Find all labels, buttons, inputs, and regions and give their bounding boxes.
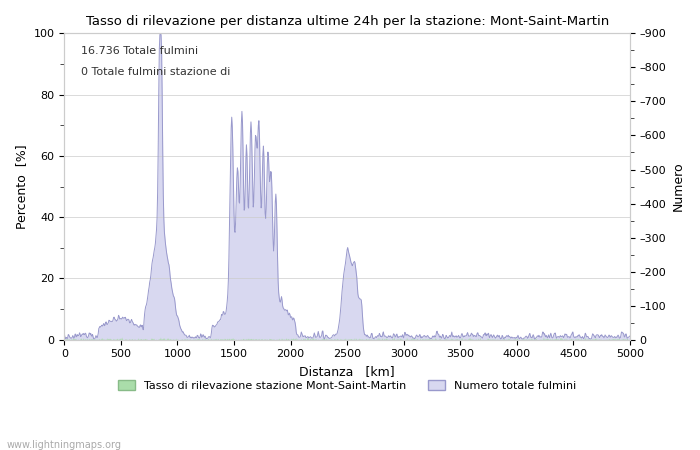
Y-axis label: Numero: Numero (672, 162, 685, 211)
Text: www.lightningmaps.org: www.lightningmaps.org (7, 440, 122, 450)
Title: Tasso di rilevazione per distanza ultime 24h per la stazione: Mont-Saint-Martin: Tasso di rilevazione per distanza ultime… (85, 15, 609, 28)
Y-axis label: Percento  [%]: Percento [%] (15, 144, 28, 229)
Text: 16.736 Totale fulmini: 16.736 Totale fulmini (81, 45, 198, 56)
X-axis label: Distanza   [km]: Distanza [km] (300, 365, 395, 378)
Legend: Tasso di rilevazione stazione Mont-Saint-Martin, Numero totale fulmini: Tasso di rilevazione stazione Mont-Saint… (114, 376, 580, 396)
Text: 0 Totale fulmini stazione di: 0 Totale fulmini stazione di (81, 67, 230, 77)
